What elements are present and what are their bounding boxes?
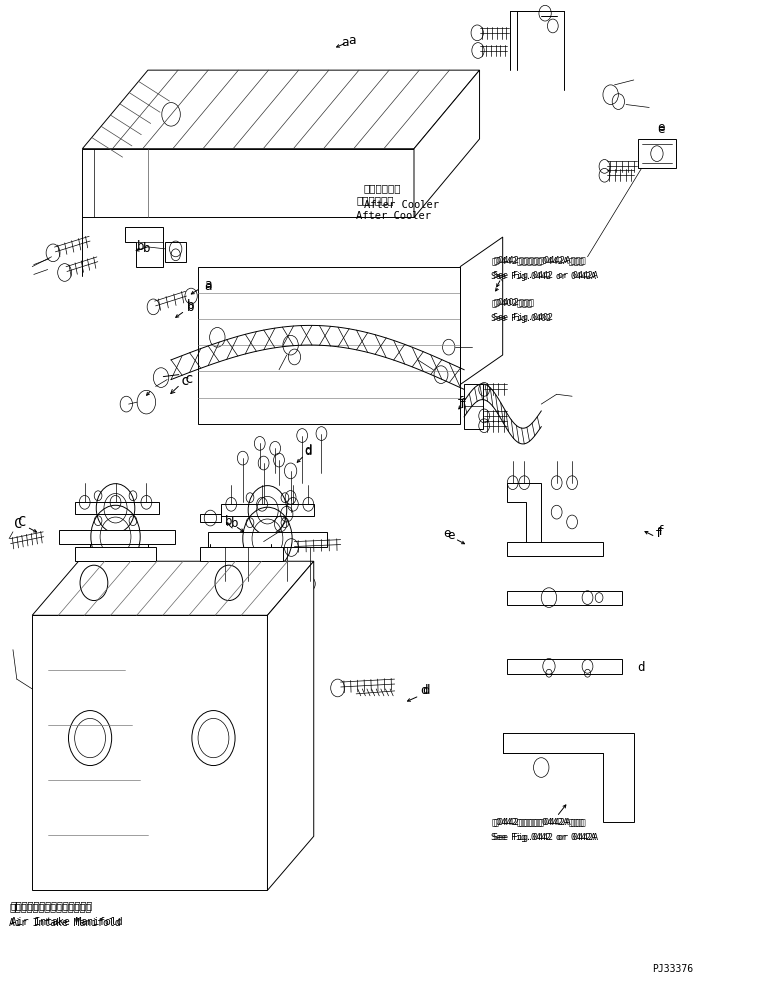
Text: After Cooler: After Cooler [356, 211, 431, 221]
Text: a: a [341, 36, 348, 49]
Polygon shape [200, 547, 283, 561]
Text: PJ33376: PJ33376 [652, 964, 693, 974]
Polygon shape [82, 70, 480, 149]
Polygon shape [208, 532, 327, 547]
Polygon shape [125, 228, 163, 267]
Text: c: c [185, 371, 194, 385]
Text: e: e [657, 122, 665, 136]
Text: f: f [459, 398, 466, 411]
Text: See Fig.0402: See Fig.0402 [494, 313, 553, 322]
Polygon shape [464, 384, 484, 428]
Text: b: b [142, 242, 150, 255]
Polygon shape [60, 530, 175, 544]
Text: Air Intake Manifold: Air Intake Manifold [11, 917, 122, 927]
Text: After Cooler: After Cooler [364, 200, 439, 210]
Text: a: a [204, 278, 212, 291]
Text: f: f [657, 525, 665, 538]
Text: e: e [657, 120, 665, 134]
Text: a: a [204, 280, 212, 293]
Text: 第0402図参照: 第0402図参照 [491, 298, 532, 307]
Text: C: C [14, 517, 22, 531]
Polygon shape [200, 514, 221, 522]
Polygon shape [74, 502, 159, 514]
Text: b: b [187, 301, 194, 314]
Text: b: b [231, 517, 238, 531]
Text: d: d [422, 685, 430, 697]
Text: 第0442図または第0442A図参照: 第0442図または第0442A図参照 [491, 817, 584, 826]
Text: f: f [655, 527, 663, 540]
Text: b: b [136, 240, 144, 253]
Polygon shape [165, 242, 187, 262]
Polygon shape [506, 591, 622, 606]
Text: エアーインテークマニホールダ: エアーインテークマニホールダ [11, 900, 93, 910]
Text: See Fig.0442 or 0442A: See Fig.0442 or 0442A [491, 272, 596, 281]
Polygon shape [268, 561, 313, 890]
Text: c: c [181, 373, 189, 387]
Polygon shape [506, 483, 541, 557]
Text: 第0442図または第0442A図参照: 第0442図または第0442A図参照 [491, 256, 584, 265]
Polygon shape [638, 139, 676, 168]
Text: See Fig.0442 or 0442A: See Fig.0442 or 0442A [491, 832, 596, 842]
Polygon shape [221, 504, 313, 516]
Text: See Fig.0442 or 0442A: See Fig.0442 or 0442A [494, 832, 598, 842]
Polygon shape [502, 733, 634, 821]
Polygon shape [506, 542, 603, 557]
Text: See Fig.0402: See Fig.0402 [491, 314, 551, 323]
Text: Air Intake Manifold: Air Intake Manifold [9, 918, 121, 928]
Text: 第0442図または第0442A図参照: 第0442図または第0442A図参照 [494, 817, 586, 826]
Text: d: d [638, 661, 646, 674]
Text: C: C [19, 515, 27, 529]
Text: f: f [457, 396, 464, 409]
Text: b: b [225, 515, 233, 529]
Text: 第0402図参照: 第0402図参照 [494, 297, 534, 306]
Polygon shape [506, 660, 622, 674]
Polygon shape [33, 561, 313, 616]
Polygon shape [82, 149, 414, 218]
Text: d: d [420, 685, 428, 697]
Text: d: d [304, 445, 311, 458]
Text: See Fig.0442 or 0442A: See Fig.0442 or 0442A [494, 271, 598, 280]
Text: 第0442図または第0442A図参照: 第0442図または第0442A図参照 [494, 255, 586, 264]
Text: エアーインテークマニホールダ: エアーインテークマニホールダ [9, 902, 91, 912]
Text: アフタクーラ: アフタクーラ [356, 195, 394, 205]
Polygon shape [33, 616, 268, 890]
Polygon shape [414, 70, 480, 218]
Text: a: a [348, 34, 356, 47]
Text: d: d [305, 444, 312, 457]
Text: アフタクーラ: アフタクーラ [364, 183, 402, 193]
Polygon shape [198, 267, 461, 424]
Text: b: b [187, 299, 194, 312]
Polygon shape [74, 547, 156, 561]
Text: e: e [444, 527, 451, 540]
Text: e: e [447, 529, 455, 542]
